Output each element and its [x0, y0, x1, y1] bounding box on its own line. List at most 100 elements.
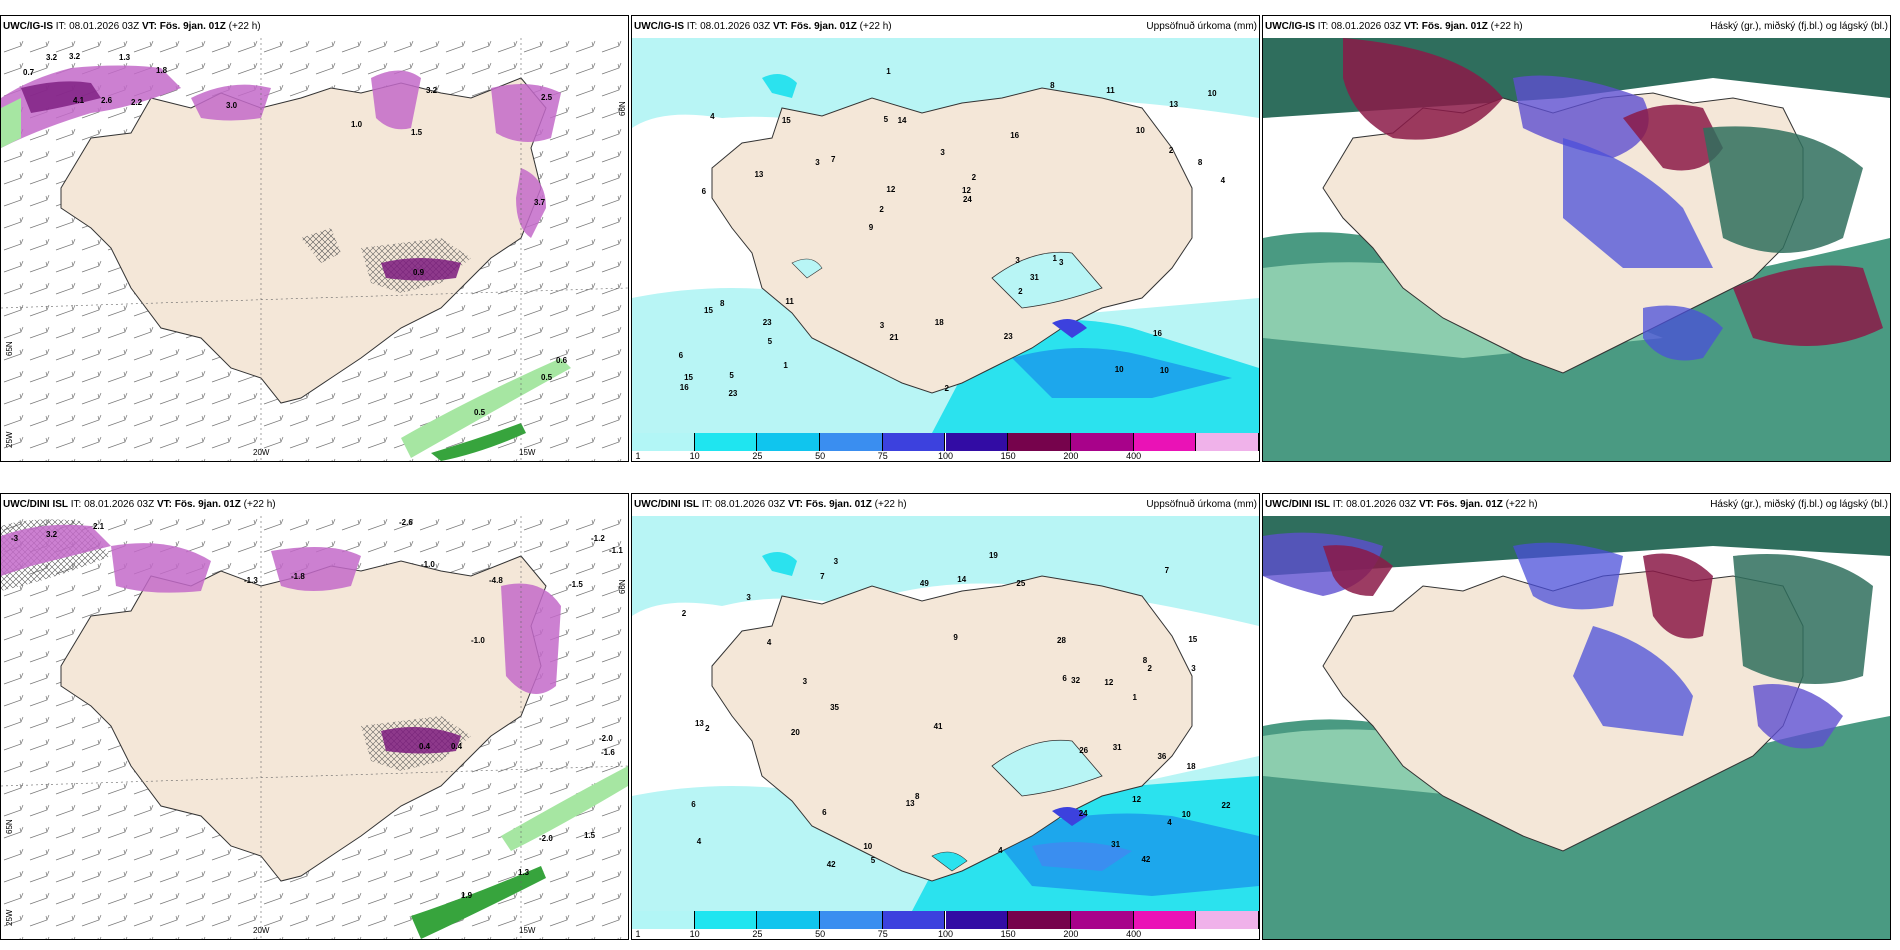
wind-value: -2.0	[599, 734, 613, 743]
lon-label: 15W	[519, 926, 536, 935]
precip-colorbar: 1 10 25 50 75 100 150 200 400	[632, 911, 1259, 939]
wind-value: 3.0	[226, 101, 238, 110]
colorbar-tick-label: 50	[815, 929, 826, 939]
wind-value: -1.2	[591, 534, 605, 543]
wind-map: -3 3.2 2.1 -1.3 -1.8 -2.6 -1.2 -1.0 -4.8…	[1, 516, 628, 939]
wind-value: -3	[11, 534, 19, 543]
lead-time: (+22 h)	[1505, 499, 1538, 510]
precip-map: 1 10 25 50 75 100 150 200 400	[632, 38, 1259, 461]
precip-panel-bottom: UWC/DINI ISL IT: 08.01.2026 03Z VT: Fös.…	[631, 493, 1260, 940]
wind-value: 0.5	[474, 408, 486, 417]
wind-panel-bottom: UWC/DINI ISL IT: 08.01.2026 03Z VT: Fös.…	[0, 493, 629, 940]
wind-value: 0.6	[556, 356, 568, 365]
panel-header: UWC/IG-IS IT: 08.01.2026 03Z VT: Fös. 9j…	[632, 16, 1259, 38]
lon-label: 20W	[253, 926, 270, 935]
wind-value: 2.1	[93, 522, 105, 531]
lat-label: 25W	[5, 431, 14, 448]
wind-value: -2.0	[539, 834, 553, 843]
iceland-landmass	[711, 575, 1193, 882]
cloud-map	[1263, 516, 1890, 939]
wind-value: -1.5	[569, 580, 583, 589]
colorbar-tick-label: 100	[937, 929, 954, 939]
wind-value: 3.7	[534, 198, 546, 207]
wind-value: 3.2	[46, 530, 58, 539]
colorbar-segment	[757, 911, 821, 929]
panel-header: UWC/IG-IS IT: 08.01.2026 03Z VT: Fös. 9j…	[1, 16, 628, 38]
colorbar-segment	[632, 433, 695, 451]
valid-time: VT: Fös. 9jan. 01Z	[1418, 499, 1503, 510]
colorbar-tick-label: 25	[752, 451, 763, 461]
colorbar-tick-label: 400	[1126, 451, 1142, 461]
valid-time: VT: Fös. 9jan. 01Z	[141, 21, 226, 32]
model-id: UWC/IG-IS	[1265, 21, 1315, 32]
colorbar-tick-label: 25	[752, 929, 763, 939]
precip-title: Uppsöfnuð úrkoma (mm)	[1146, 499, 1257, 510]
precip-colorbar: 1 10 25 50 75 100 150 200 400	[632, 433, 1259, 461]
wind-value: 0.7	[23, 68, 35, 77]
lat-label: 65N	[5, 819, 14, 834]
panel-header: UWC/DINI ISL IT: 08.01.2026 03Z VT: Fös.…	[632, 494, 1259, 516]
lat-label: 66N	[618, 101, 627, 116]
colorbar-tick-label: 150	[1000, 929, 1016, 939]
wind-value: 1.0	[351, 120, 363, 129]
lead-time: (+22 h)	[859, 21, 892, 32]
wind-value: 2.2	[131, 98, 143, 107]
model-id: UWC/DINI ISL	[634, 499, 699, 510]
valid-time: VT: Fös. 9jan. 01Z	[156, 499, 241, 510]
wind-panel-top: UWC/IG-IS IT: 08.01.2026 03Z VT: Fös. 9j…	[0, 15, 629, 462]
init-time: IT: 08.01.2026 03Z	[1332, 499, 1417, 510]
cloud-title: Háský (gr.), miðský (fj.bl.) og lágský (…	[1710, 499, 1888, 510]
lon-label: 15W	[519, 448, 536, 457]
colorbar-segment	[1196, 911, 1259, 929]
colorbar-segment	[632, 911, 695, 929]
panel-header: UWC/IG-IS IT: 08.01.2026 03Z VT: Fös. 9j…	[1263, 16, 1890, 38]
wind-value: -1.3	[244, 576, 258, 585]
colorbar-tick-label: 75	[877, 451, 888, 461]
wind-value: 3.2	[426, 86, 438, 95]
wind-value: 2.5	[541, 93, 553, 102]
cloud-title: Háský (gr.), miðský (fj.bl.) og lágský (…	[1710, 21, 1888, 32]
colorbar-tick-label: 100	[937, 451, 954, 461]
wind-value: 3.2	[46, 53, 58, 62]
lead-time: (+22 h)	[874, 499, 907, 510]
colorbar-tick-label: 10	[689, 929, 700, 939]
wind-value: -1.1	[609, 546, 623, 555]
wind-value: -1.8	[291, 572, 305, 581]
wind-value: 0.5	[541, 373, 553, 382]
valid-time: VT: Fös. 9jan. 01Z	[772, 21, 857, 32]
precip-map: 1 10 25 50 75 100 150 200 400	[632, 516, 1259, 939]
lat-label: 25W	[5, 909, 14, 926]
wind-value: 1.5	[584, 831, 596, 840]
init-time: IT: 08.01.2026 03Z	[701, 499, 786, 510]
init-time: IT: 08.01.2026 03Z	[70, 499, 155, 510]
colorbar-segment	[882, 911, 946, 929]
iceland-landmass	[711, 87, 1193, 394]
colorbar-segment	[820, 911, 883, 929]
lat-label: 65N	[5, 341, 14, 356]
cloud-panel-top: UWC/IG-IS IT: 08.01.2026 03Z VT: Fös. 9j…	[1262, 15, 1891, 462]
colorbar-tick-label: 200	[1063, 929, 1079, 939]
lon-label: 20W	[253, 448, 270, 457]
wind-value: 2.6	[101, 96, 113, 105]
wind-value: -1.0	[421, 560, 435, 569]
wind-value: 3.2	[69, 52, 81, 61]
wind-value: 4.1	[73, 96, 85, 105]
wind-map: 0.7 3.2 3.2 1.3 1.8 4.1 2.6 2.2 3.0 3.2 …	[1, 38, 628, 461]
colorbar-segment	[945, 433, 1009, 451]
valid-time: VT: Fös. 9jan. 01Z	[1403, 21, 1488, 32]
model-id: UWC/DINI ISL	[3, 499, 68, 510]
cloud-map	[1263, 38, 1890, 461]
wind-value: 0.4	[451, 742, 463, 751]
panel-header: UWC/DINI ISL IT: 08.01.2026 03Z VT: Fös.…	[1, 494, 628, 516]
colorbar-tick-label: 400	[1126, 929, 1142, 939]
colorbar-segment	[694, 911, 758, 929]
colorbar-segment	[1070, 911, 1134, 929]
wind-value: 1.8	[156, 66, 168, 75]
lat-label: 66N	[618, 579, 627, 594]
colorbar-segment	[882, 433, 946, 451]
panel-header: UWC/DINI ISL IT: 08.01.2026 03Z VT: Fös.…	[1263, 494, 1890, 516]
wind-value: 1.3	[119, 53, 131, 62]
precip-panel-top: UWC/IG-IS IT: 08.01.2026 03Z VT: Fös. 9j…	[631, 15, 1260, 462]
wind-value: 0.9	[413, 268, 425, 277]
colorbar-segment	[1196, 433, 1259, 451]
